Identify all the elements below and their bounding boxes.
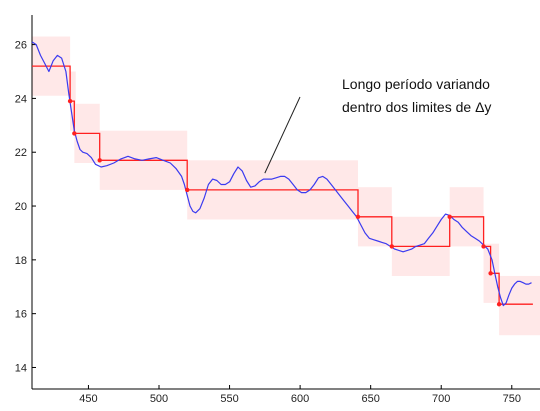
x-tick-label-750: 750 <box>503 393 521 405</box>
y-tick-label-18: 18 <box>15 255 27 267</box>
tolerance-band-9 <box>499 275 540 336</box>
y-tick-label-16: 16 <box>15 309 27 321</box>
breakpoint-marker-7 <box>481 244 486 249</box>
breakpoint-marker-9 <box>496 302 502 307</box>
breakpoint-marker-6 <box>447 214 452 219</box>
signal-line <box>31 41 532 307</box>
breakpoint-marker-2 <box>97 158 102 163</box>
y-ticks: 14 16 18 20 22 24 26 <box>15 40 36 374</box>
step-series <box>32 65 533 305</box>
y-tick-label-24: 24 <box>15 93 27 105</box>
breakpoint-marker-5 <box>389 244 395 249</box>
y-tick-label-22: 22 <box>15 147 27 159</box>
x-tick-label-500: 500 <box>150 393 168 405</box>
x-ticks: 450 500 550 600 650 700 750 <box>79 385 521 405</box>
x-tick-label-650: 650 <box>361 393 379 405</box>
x-tick-label-700: 700 <box>432 393 450 405</box>
annotation: Longo período variando dentro dos limite… <box>264 76 491 174</box>
annotation-line-2: dentro dos limites de Δy <box>342 99 491 115</box>
breakpoint-markers <box>67 98 502 307</box>
y-tick-label-20: 20 <box>15 201 27 213</box>
annotation-pointer <box>264 96 301 174</box>
x-tick-label-450: 450 <box>79 393 97 405</box>
axes <box>31 15 540 390</box>
breakpoint-marker-3 <box>185 187 190 193</box>
signal-series <box>31 41 532 307</box>
breakpoint-marker-0 <box>67 98 73 104</box>
annotation-line-1: Longo período variando <box>342 76 490 92</box>
y-tick-label-26: 26 <box>15 40 27 52</box>
x-tick-label-550: 550 <box>220 393 238 405</box>
y-tick-label-14: 14 <box>15 362 27 374</box>
step-line <box>32 65 533 305</box>
breakpoint-marker-1 <box>72 131 77 136</box>
breakpoint-marker-8 <box>488 271 493 276</box>
x-tick-label-600: 600 <box>291 393 309 405</box>
breakpoint-marker-4 <box>355 214 361 219</box>
